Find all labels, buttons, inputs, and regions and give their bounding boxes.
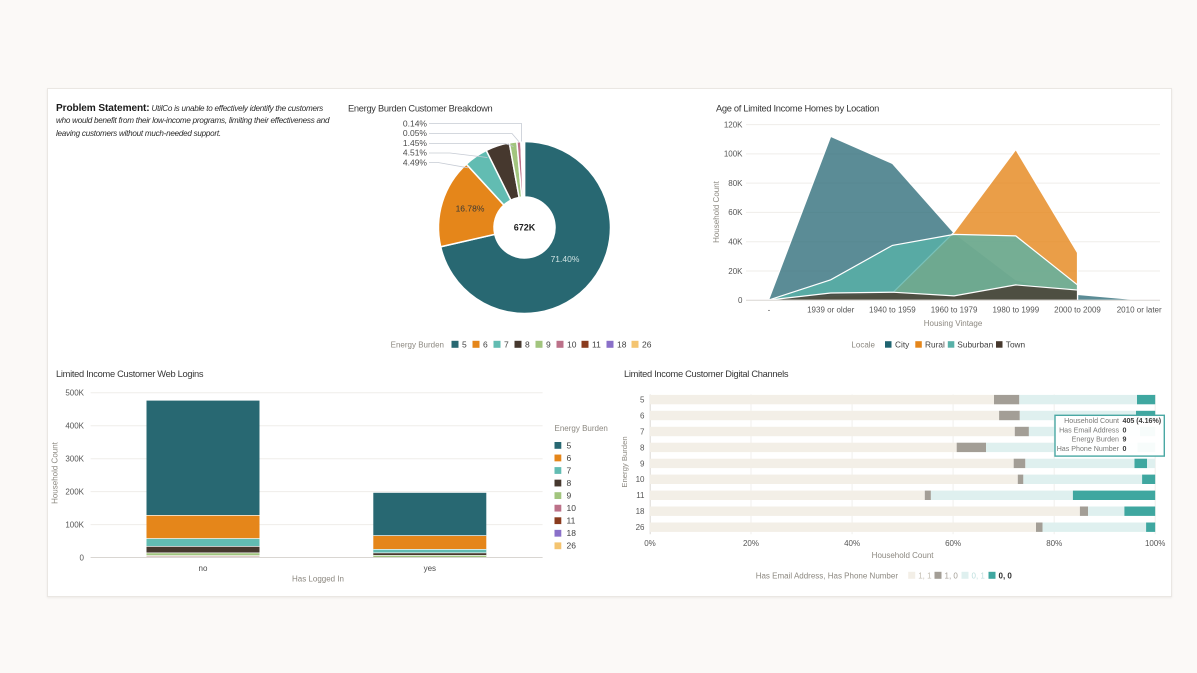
svg-text:1940 to 1959: 1940 to 1959: [869, 306, 916, 315]
svg-text:16.78%: 16.78%: [456, 204, 485, 214]
svg-text:9: 9: [546, 339, 551, 349]
svg-text:8: 8: [640, 443, 645, 452]
svg-text:Rural: Rural: [925, 339, 945, 349]
svg-text:500K: 500K: [65, 389, 84, 398]
svg-text:5: 5: [462, 339, 467, 349]
svg-text:Limited Income Customer Web Lo: Limited Income Customer Web Logins: [56, 369, 204, 379]
svg-text:Limited Income Customer Digita: Limited Income Customer Digital Channels: [624, 369, 789, 379]
svg-text:1939 or older: 1939 or older: [807, 306, 854, 315]
svg-text:80%: 80%: [1046, 539, 1062, 548]
svg-text:0: 0: [1123, 426, 1127, 434]
svg-text:20K: 20K: [728, 267, 743, 276]
svg-text:Housing Vintage: Housing Vintage: [924, 319, 983, 328]
svg-text:Energy Burden Customer Breakdo: Energy Burden Customer Breakdown: [348, 104, 493, 114]
svg-text:20%: 20%: [743, 539, 759, 548]
svg-text:18: 18: [567, 528, 577, 538]
svg-text:100K: 100K: [65, 520, 84, 529]
svg-text:1960 to 1979: 1960 to 1979: [931, 306, 978, 315]
svg-text:4.51%: 4.51%: [403, 148, 428, 158]
svg-text:9: 9: [640, 459, 645, 468]
svg-text:Locale: Locale: [851, 340, 875, 349]
svg-text:18: 18: [636, 507, 645, 516]
svg-text:Energy Burden: Energy Burden: [391, 340, 444, 349]
svg-text:0.05%: 0.05%: [403, 128, 428, 138]
svg-text:1980 to 1999: 1980 to 1999: [992, 306, 1039, 315]
svg-text:Has Email Address, Has Phone N: Has Email Address, Has Phone Number: [756, 571, 899, 580]
svg-text:Age of Limited Income Homes by: Age of Limited Income Homes by Location: [716, 104, 879, 114]
svg-text:Household Count: Household Count: [1064, 417, 1119, 425]
svg-text:Has Phone Number: Has Phone Number: [1057, 445, 1120, 453]
svg-text:6: 6: [483, 339, 488, 349]
svg-text:Has Logged In: Has Logged In: [292, 575, 344, 584]
svg-text:120K: 120K: [724, 120, 743, 129]
svg-text:Town: Town: [1006, 339, 1026, 349]
svg-text:4.49%: 4.49%: [403, 157, 428, 167]
svg-text:10: 10: [636, 475, 645, 484]
svg-text:11: 11: [636, 491, 645, 500]
svg-text:100%: 100%: [1145, 539, 1165, 548]
svg-text:7: 7: [567, 465, 572, 475]
svg-text:Household Count: Household Count: [712, 180, 721, 243]
svg-text:0: 0: [80, 553, 85, 562]
svg-text:0, 0: 0, 0: [999, 571, 1013, 580]
svg-text:5: 5: [567, 440, 572, 450]
svg-text:0, 1: 0, 1: [972, 571, 986, 580]
svg-text:0%: 0%: [644, 539, 656, 548]
svg-text:26: 26: [567, 541, 577, 551]
svg-text:400K: 400K: [65, 422, 84, 431]
svg-text:26: 26: [636, 523, 645, 532]
svg-text:6: 6: [640, 411, 645, 420]
svg-text:10: 10: [567, 339, 577, 349]
svg-text:Energy Burden: Energy Burden: [555, 424, 608, 433]
svg-text:no: no: [199, 564, 208, 573]
svg-text:1, 1: 1, 1: [918, 571, 932, 580]
svg-text:405 (4.16%): 405 (4.16%): [1123, 417, 1162, 425]
svg-text:9: 9: [567, 491, 572, 501]
svg-text:0: 0: [738, 296, 743, 305]
svg-text:8: 8: [567, 478, 572, 488]
svg-text:1.45%: 1.45%: [403, 138, 428, 148]
svg-text:Household Count: Household Count: [872, 551, 935, 560]
svg-text:0.14%: 0.14%: [403, 119, 428, 129]
svg-text:8: 8: [525, 339, 530, 349]
svg-text:200K: 200K: [65, 487, 84, 496]
svg-text:80K: 80K: [728, 179, 743, 188]
svg-text:300K: 300K: [65, 455, 84, 464]
svg-text:7: 7: [640, 427, 645, 436]
svg-text:6: 6: [567, 453, 572, 463]
svg-text:18: 18: [617, 339, 627, 349]
svg-text:Suburban: Suburban: [957, 339, 993, 349]
svg-text:7: 7: [504, 339, 509, 349]
svg-text:26: 26: [642, 339, 652, 349]
svg-text:11: 11: [592, 339, 601, 349]
svg-text:10: 10: [567, 503, 577, 513]
svg-text:City: City: [895, 339, 910, 349]
svg-text:60K: 60K: [728, 208, 743, 217]
svg-text:5: 5: [640, 396, 645, 405]
svg-text:40%: 40%: [844, 539, 860, 548]
svg-text:672K: 672K: [514, 223, 536, 233]
svg-text:2010 or later: 2010 or later: [1117, 306, 1162, 315]
svg-text:60%: 60%: [945, 539, 961, 548]
svg-text:2000 to 2009: 2000 to 2009: [1054, 306, 1101, 315]
svg-text:Has Email Address: Has Email Address: [1059, 426, 1119, 434]
svg-text:100K: 100K: [724, 150, 743, 159]
svg-text:Household Count: Household Count: [51, 441, 60, 504]
svg-text:yes: yes: [424, 564, 436, 573]
svg-text:-: -: [768, 306, 771, 315]
svg-text:Energy Burden: Energy Burden: [620, 436, 629, 487]
svg-text:40K: 40K: [728, 238, 743, 247]
svg-text:71.40%: 71.40%: [551, 254, 580, 264]
svg-text:9: 9: [1123, 436, 1127, 444]
svg-text:Energy Burden: Energy Burden: [1072, 436, 1119, 444]
svg-text:1, 0: 1, 0: [945, 571, 959, 580]
svg-text:0: 0: [1123, 445, 1127, 453]
svg-text:11: 11: [567, 516, 576, 526]
